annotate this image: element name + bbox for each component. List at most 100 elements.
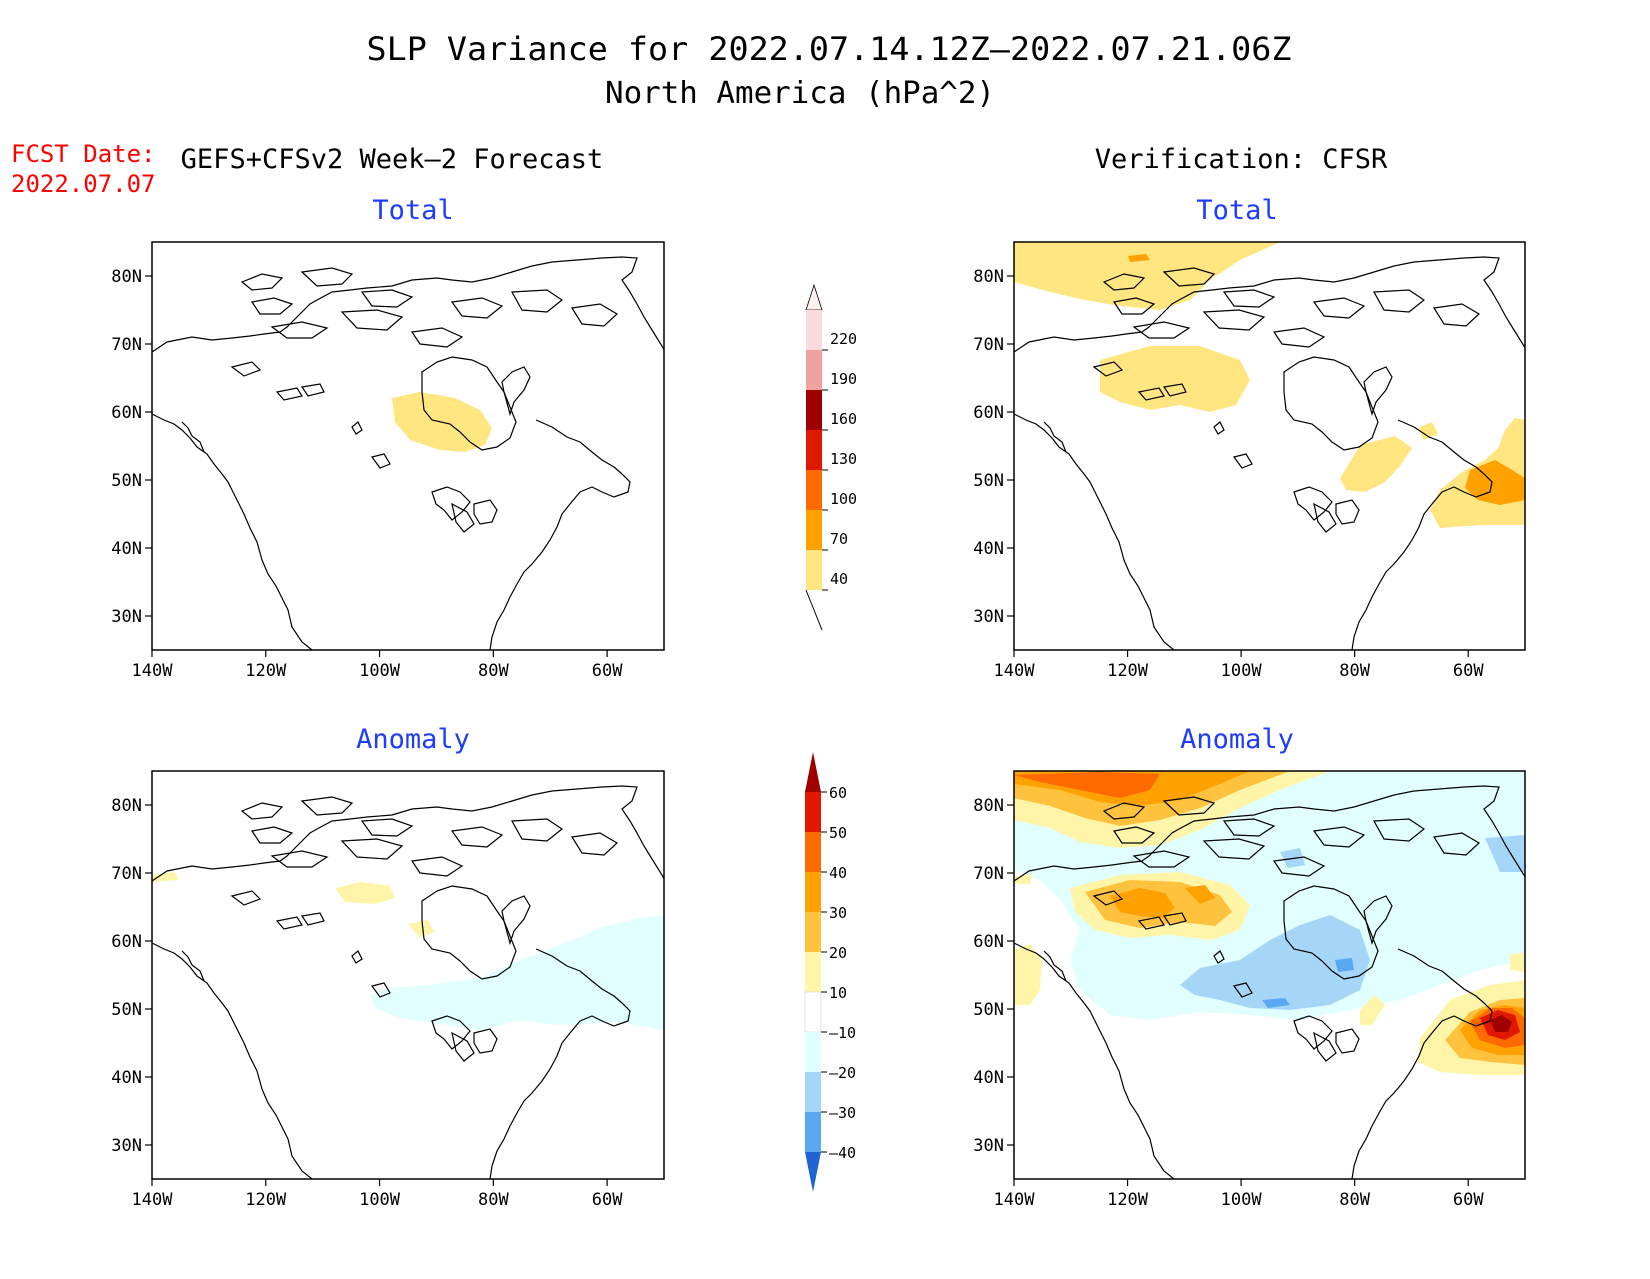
shade-verification-anomaly-neg-20-arctic xyxy=(1280,835,1525,872)
lon-label-forecast-total-100W: 100W xyxy=(359,661,401,681)
lat-label-verification-total-80N: 80N xyxy=(973,267,1004,287)
lat-label-forecast-anomaly-50N: 50N xyxy=(111,1000,142,1020)
colorbar-total-swatch-2 xyxy=(806,390,822,430)
lon-label-verification-anomaly-60W: 60W xyxy=(1453,1190,1484,1210)
lon-label-forecast-anomaly-100W: 100W xyxy=(359,1190,401,1210)
colorbar-anomaly-swatch-3 xyxy=(805,872,821,912)
colorbar-total-swatch-1 xyxy=(806,350,822,390)
map-frame-verification-total xyxy=(1013,241,1526,651)
colorbar-total-bottom-wedge xyxy=(805,589,823,631)
lat-label-verification-total-30N: 30N xyxy=(973,607,1004,627)
lon-label-verification-anomaly-100W: 100W xyxy=(1221,1190,1263,1210)
colorbar-anomaly-label-3: 30 xyxy=(829,904,847,922)
lat-label-verification-total-40N: 40N xyxy=(973,539,1004,559)
colorbar-total: 220 190 160 130 100 70 40 xyxy=(805,283,857,631)
colorbar-anomaly-swatch-5 xyxy=(805,952,821,992)
panel-title-verification-anomaly: Anomaly xyxy=(1180,724,1294,755)
fcst-date-value: 2022.07.07 xyxy=(11,170,156,198)
colorbar-anomaly-label-7: –20 xyxy=(829,1064,856,1082)
lat-label-verification-anomaly-30N: 30N xyxy=(973,1136,1004,1156)
shade-verification-total-40-north xyxy=(1014,242,1280,310)
colorbar-total-swatch-0 xyxy=(806,310,822,350)
lon-label-forecast-total-60W: 60W xyxy=(592,661,623,681)
lat-label-forecast-total-60N: 60N xyxy=(111,403,142,423)
colorbar-total-top-wedge xyxy=(805,283,823,311)
colorbar-anomaly-swatch-1 xyxy=(805,792,821,832)
lat-label-verification-anomaly-50N: 50N xyxy=(973,1000,1004,1020)
shade-verification-anomaly-pos-10-west xyxy=(1014,874,1042,1005)
verification-column-title: Verification: CFSR xyxy=(1095,144,1388,175)
colorbar-anomaly-label-6: –10 xyxy=(829,1024,856,1042)
colorbar-anomaly-label-5: 10 xyxy=(829,984,847,1002)
lat-label-forecast-total-50N: 50N xyxy=(111,471,142,491)
shade-forecast-anomaly-pos-10 xyxy=(152,872,434,938)
colorbar-anomaly-label-2: 40 xyxy=(829,864,847,882)
lat-label-verification-total-60N: 60N xyxy=(973,403,1004,423)
lon-label-verification-total-100W: 100W xyxy=(1221,661,1263,681)
lon-label-verification-total-140W: 140W xyxy=(994,661,1036,681)
forecast-column-title: GEFS+CFSv2 Week–2 Forecast xyxy=(181,144,604,175)
map-frame-forecast-anomaly xyxy=(151,770,665,1180)
lat-label-verification-anomaly-60N: 60N xyxy=(973,932,1004,952)
colorbar-anomaly-label-4: 20 xyxy=(829,944,847,962)
panel-title-forecast-anomaly: Anomaly xyxy=(356,724,470,755)
lat-label-forecast-total-70N: 70N xyxy=(111,335,142,355)
lon-label-verification-anomaly-140W: 140W xyxy=(994,1190,1036,1210)
map-verification-total xyxy=(1013,241,1526,651)
lon-label-forecast-total-120W: 120W xyxy=(245,661,287,681)
colorbar-anomaly-swatch-6 xyxy=(804,991,822,1033)
shade-verification-anomaly-pos-40-north xyxy=(1014,772,1160,798)
colorbar-total-label-220: 220 xyxy=(830,330,857,348)
colorbar-anomaly-label-9: –40 xyxy=(829,1144,856,1162)
colorbar-total-swatch-4 xyxy=(806,470,822,510)
colorbar-anomaly-swatch-7 xyxy=(805,1032,821,1072)
lat-label-forecast-total-30N: 30N xyxy=(111,607,142,627)
lat-label-forecast-anomaly-60N: 60N xyxy=(111,932,142,952)
colorbar-anomaly-label-8: –30 xyxy=(829,1104,856,1122)
shade-verification-total-40-hudson xyxy=(1340,436,1412,492)
colorbar-anomaly-bottom-wedge xyxy=(805,1152,821,1192)
main-title: SLP Variance for 2022.07.14.12Z–2022.07.… xyxy=(367,30,1292,68)
colorbar-anomaly-label-0: 60 xyxy=(829,784,847,802)
colorbar-total-label-160: 160 xyxy=(830,410,857,428)
colorbar-anomaly-swatch-8 xyxy=(805,1072,821,1112)
shade-verification-total-40-central xyxy=(1100,346,1250,412)
colorbar-anomaly-swatch-2 xyxy=(805,832,821,872)
lon-label-forecast-anomaly-80W: 80W xyxy=(478,1190,509,1210)
colorbar-anomaly-top-wedge xyxy=(805,752,821,792)
lat-label-verification-anomaly-80N: 80N xyxy=(973,796,1004,816)
colorbar-total-swatch-5 xyxy=(806,510,822,550)
map-forecast-total xyxy=(151,241,665,651)
map-forecast-anomaly xyxy=(151,770,665,1180)
map-frame-verification-anomaly xyxy=(1013,770,1526,1180)
shade-verification-total-70-north xyxy=(1128,254,1150,262)
lat-label-forecast-anomaly-40N: 40N xyxy=(111,1068,142,1088)
panel-title-verification-total: Total xyxy=(1196,195,1277,226)
colorbar-total-label-130: 130 xyxy=(830,450,857,468)
colorbar-anomaly-swatch-4 xyxy=(805,912,821,952)
lon-label-verification-total-120W: 120W xyxy=(1107,661,1149,681)
map-frame-forecast-total xyxy=(151,241,665,651)
axes: 80N 70N 60N 50N 40N 30N 140W 120W 100W 80W 60W 80N 7… xyxy=(111,267,1484,1210)
colorbar-anomaly-label-1: 50 xyxy=(829,824,847,842)
lat-label-forecast-anomaly-80N: 80N xyxy=(111,796,142,816)
colorbar-total-label-100: 100 xyxy=(830,490,857,508)
lat-label-verification-anomaly-40N: 40N xyxy=(973,1068,1004,1088)
colorbar-total-label-190: 190 xyxy=(830,370,857,388)
lon-label-verification-total-60W: 60W xyxy=(1453,661,1484,681)
fcst-date-label: FCST Date: xyxy=(11,140,156,168)
colorbar-total-label-70: 70 xyxy=(830,530,848,548)
colorbar-total-swatch-6 xyxy=(806,550,822,590)
lon-label-forecast-anomaly-140W: 140W xyxy=(132,1190,174,1210)
shade-verification-anomaly-neg-20-central xyxy=(1180,915,1370,1010)
lon-label-forecast-total-80W: 80W xyxy=(478,661,509,681)
colorbar-anomaly-swatch-9 xyxy=(805,1112,821,1152)
lat-label-verification-anomaly-70N: 70N xyxy=(973,864,1004,884)
panel-title-forecast-total: Total xyxy=(372,195,453,226)
lat-label-forecast-total-80N: 80N xyxy=(111,267,142,287)
lat-label-verification-total-50N: 50N xyxy=(973,471,1004,491)
shade-verification-anomaly-pos-60-maritimes xyxy=(1490,1015,1512,1032)
colorbar-total-swatch-3 xyxy=(806,430,822,470)
